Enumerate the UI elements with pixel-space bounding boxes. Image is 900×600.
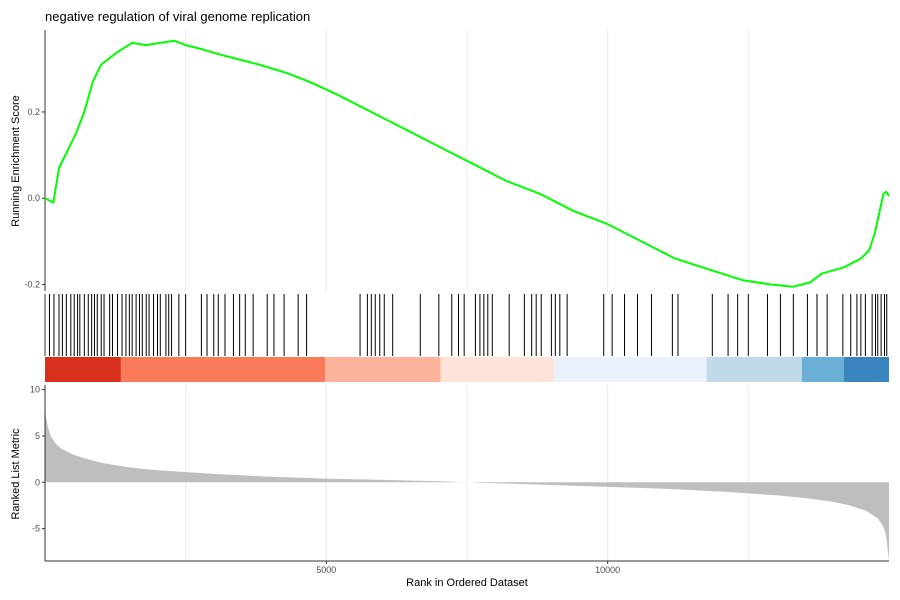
hit-barcode-panel — [44, 294, 888, 356]
ranked-metric-x-axis-title: Rank in Ordered Dataset — [406, 577, 528, 589]
ranked-metric-x-ticks: 5000 10000 — [316, 561, 620, 575]
enrichment-y-ticks: -0.2 0.0 0.2 — [24, 107, 45, 290]
gene-hit-lines — [48, 294, 888, 356]
enrichment-y-axis-title: Running Enrichment Score — [10, 95, 22, 226]
rank-color-segment — [801, 357, 844, 382]
ranked-metric-y-tick-label: 5 — [35, 431, 40, 441]
rank-color-segment — [554, 357, 707, 382]
rank-color-segment — [45, 357, 121, 382]
enrichment-y-tick-label: 0.0 — [27, 193, 40, 203]
ranked-metric-area — [45, 410, 889, 561]
rank-color-segment — [120, 357, 326, 382]
ranked-metric-y-tick-label: -5 — [32, 524, 40, 534]
running-enrichment-line — [44, 39, 890, 288]
enrichment-y-tick-label: 0.2 — [27, 107, 40, 117]
ranked-metric-x-tick-label: 10000 — [595, 565, 620, 575]
chart-title: negative regulation of viral genome repl… — [45, 9, 310, 24]
ranked-metric-panel: -5 0 5 10 5000 10000 Ranked List Metric Rank… — [10, 385, 889, 589]
ranked-metric-y-axis-title: Ranked List Metric — [10, 428, 22, 520]
rank-color-segment — [325, 357, 441, 382]
enrichment-score-panel: -0.2 0.0 0.2 Running Enrichment Score — [10, 30, 890, 291]
rank-color-segment — [706, 357, 802, 382]
rank-color-segment — [440, 357, 555, 382]
ranked-metric-x-tick-label: 5000 — [316, 565, 336, 575]
ranked-metric-gridlines — [185, 385, 749, 561]
enrichment-y-tick-label: -0.2 — [24, 280, 40, 290]
ranked-metric-y-tick-label: 0 — [35, 477, 40, 487]
ranked-metric-y-tick-label: 10 — [30, 385, 40, 395]
rank-color-segment — [843, 357, 889, 382]
rank-color-band — [45, 357, 889, 382]
ranked-metric-y-ticks: -5 0 5 10 — [30, 385, 45, 534]
